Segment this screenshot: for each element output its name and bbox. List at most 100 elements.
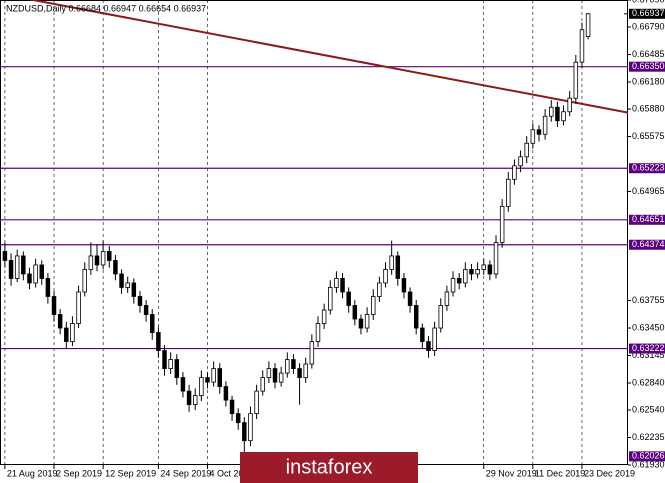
candle-body (2, 251, 8, 261)
candle-body (143, 305, 149, 315)
candle-body (407, 291, 413, 306)
candle-body (456, 278, 462, 284)
level-label: 0.66350 (632, 61, 665, 71)
candle-body (370, 296, 376, 315)
x-tick-label: 2 Sep 2019 (56, 468, 102, 478)
candle-body (217, 368, 223, 387)
y-tick-label: 0.67090 (632, 0, 665, 4)
candle-body (131, 282, 137, 297)
candle-body (573, 61, 579, 99)
candle-body (242, 422, 247, 442)
candle-body (297, 368, 302, 378)
candle-body (156, 332, 161, 351)
candle-body (82, 269, 87, 293)
candle-body (248, 413, 253, 442)
candle-body (137, 296, 143, 306)
candle-body (475, 269, 480, 275)
candle-body (321, 309, 327, 324)
y-tick-label: 0.63755 (632, 295, 665, 305)
candle-body (27, 273, 32, 284)
y-tick-label: 0.63145 (632, 350, 665, 360)
candle-body (8, 260, 14, 279)
candle-body (309, 341, 315, 365)
candle-body (383, 269, 388, 284)
candle-body (518, 156, 523, 167)
watermark: instaforex (286, 456, 373, 478)
x-tick-label: 4 Oct 2019 (209, 468, 253, 478)
y-tick-label: 0.65575 (632, 131, 665, 141)
candle-body (199, 377, 204, 397)
candle-body (285, 359, 290, 374)
x-tick-label: 29 Nov 2019 (486, 468, 537, 478)
candle-body (229, 399, 235, 415)
price-label: 0.66937 (632, 8, 665, 18)
candle-body (303, 363, 308, 378)
candle-body (413, 305, 419, 329)
candle-body (512, 165, 517, 180)
x-tick-label: 12 Sep 2019 (105, 468, 156, 478)
candle-body (364, 314, 370, 329)
y-tick-label: 0.62540 (632, 404, 665, 414)
candle-body (358, 318, 364, 329)
level-label-bg (629, 451, 665, 462)
candle-body (567, 97, 572, 113)
candle-body (432, 327, 437, 351)
level-label-bg (629, 61, 665, 72)
candle-body (192, 395, 198, 406)
candle-body (487, 264, 493, 275)
candle-body (125, 282, 130, 288)
candle-body (536, 129, 542, 135)
candle-body (395, 255, 401, 279)
candle-body (57, 314, 63, 329)
y-tick-label: 0.66180 (632, 76, 665, 86)
candle-body (14, 255, 20, 279)
candle-body (450, 278, 456, 293)
candle-body (94, 255, 100, 266)
candle-body (315, 323, 321, 342)
y-tick-label: 0.66790 (632, 21, 665, 31)
candle-body (76, 291, 81, 324)
candle-body (100, 251, 106, 266)
candle-body (377, 282, 382, 297)
level-label: 0.63222 (632, 343, 665, 353)
candle-body (64, 327, 69, 342)
candle-body (438, 305, 444, 329)
candle-body (162, 350, 167, 369)
candle-body (291, 359, 296, 369)
candle-body (272, 368, 278, 383)
candle-body (499, 205, 505, 243)
candle-body (51, 296, 57, 315)
candle-body (113, 260, 118, 275)
candle-body (235, 413, 241, 424)
level-label: 0.62026 (632, 451, 665, 461)
x-tick-label: 24 Sep 2019 (160, 468, 211, 478)
candle-body (260, 377, 265, 392)
candle-body (542, 115, 548, 135)
candle-body (444, 291, 450, 306)
candle-body (150, 314, 155, 333)
candle-body (254, 390, 259, 415)
trendline (27, 0, 629, 114)
candle-body (180, 377, 186, 392)
candle-body (340, 278, 345, 293)
candle-body (530, 129, 536, 144)
candle-body (223, 386, 229, 401)
candle-body (352, 305, 358, 320)
candle-body (401, 278, 407, 293)
candle-body (334, 278, 339, 288)
level-label-bg (629, 214, 665, 225)
y-tick-label: 0.66485 (632, 49, 665, 59)
candle-body (278, 372, 284, 383)
y-tick-label: 0.62235 (632, 432, 665, 442)
x-tick-label: 23 Dec 2019 (584, 468, 635, 478)
level-label: 0.64651 (632, 214, 665, 224)
level-label-bg (629, 163, 665, 174)
candle-body (549, 106, 554, 117)
x-tick-label: 11 Dec 2019 (535, 468, 585, 478)
candle-body (21, 255, 26, 275)
candle-body (524, 142, 529, 158)
watermark-bg (240, 452, 418, 483)
candle-body (88, 255, 94, 270)
y-tick-label: 0.63450 (632, 322, 665, 332)
